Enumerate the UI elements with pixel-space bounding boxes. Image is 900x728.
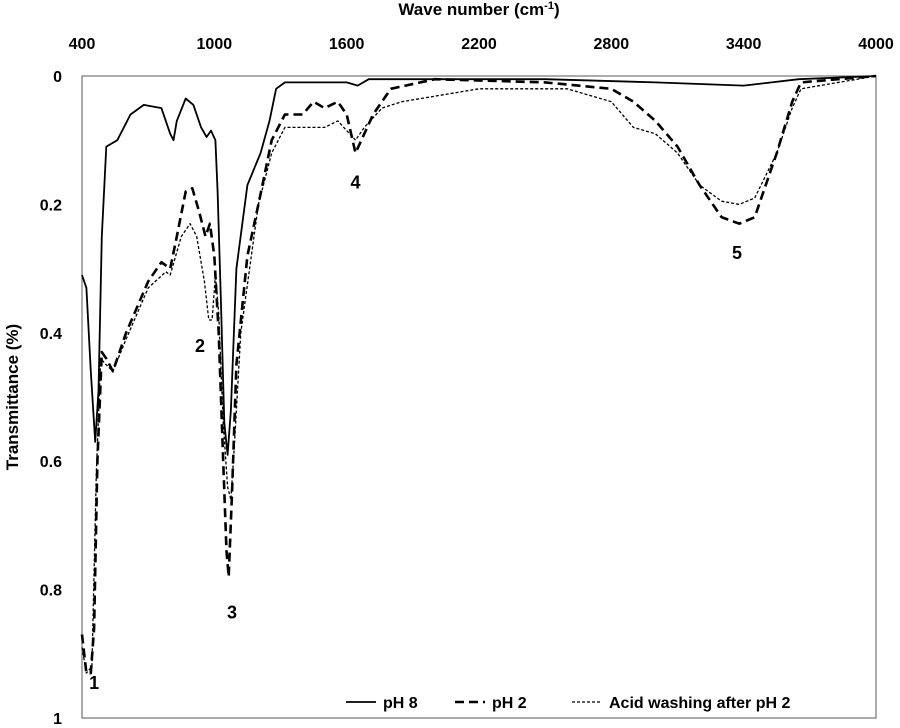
y-tick-label: 0.8 <box>40 583 62 600</box>
peak-labels: 1 2 3 4 5 <box>89 172 742 693</box>
x-tick-label: 3400 <box>726 36 762 53</box>
legend-label: Acid washing after pH 2 <box>609 695 790 712</box>
x-tick-label: 1000 <box>197 36 233 53</box>
x-tick-label: 4000 <box>858 36 894 53</box>
x-tick-label: 1600 <box>329 36 365 53</box>
x-tick-label: 2200 <box>461 36 497 53</box>
peak-label: 3 <box>227 602 237 622</box>
legend: pH 8 pH 2 Acid washing after pH 2 <box>346 695 790 712</box>
series-line-solid <box>81 75 877 456</box>
peak-label: 4 <box>350 172 360 192</box>
y-axis-title: Transmittance (%) <box>3 324 22 470</box>
y-tick-labels: 0 0.2 0.4 0.6 0.8 1 <box>40 69 62 728</box>
series-line-dotted <box>81 75 877 674</box>
x-axis-title: Wave number (cm-1) <box>398 0 559 19</box>
y-tick-label: 0.6 <box>40 454 62 471</box>
series-line-dashed <box>80 74 877 675</box>
legend-label: pH 8 <box>383 695 418 712</box>
series-lines <box>80 74 877 675</box>
x-tick-labels: 400 1000 1600 2200 2800 3400 4000 <box>69 36 894 53</box>
legend-label: pH 2 <box>492 695 527 712</box>
peak-label: 2 <box>195 336 205 356</box>
plot-area <box>81 75 877 719</box>
x-tick-label: 400 <box>69 36 96 53</box>
peak-label: 5 <box>732 243 742 263</box>
y-tick-label: 0 <box>53 69 62 86</box>
peak-label: 1 <box>89 673 99 693</box>
y-tick-label: 0.4 <box>40 326 62 343</box>
y-tick-label: 0.2 <box>40 197 62 214</box>
x-tick-label: 2800 <box>594 36 630 53</box>
y-tick-label: 1 <box>53 711 62 728</box>
